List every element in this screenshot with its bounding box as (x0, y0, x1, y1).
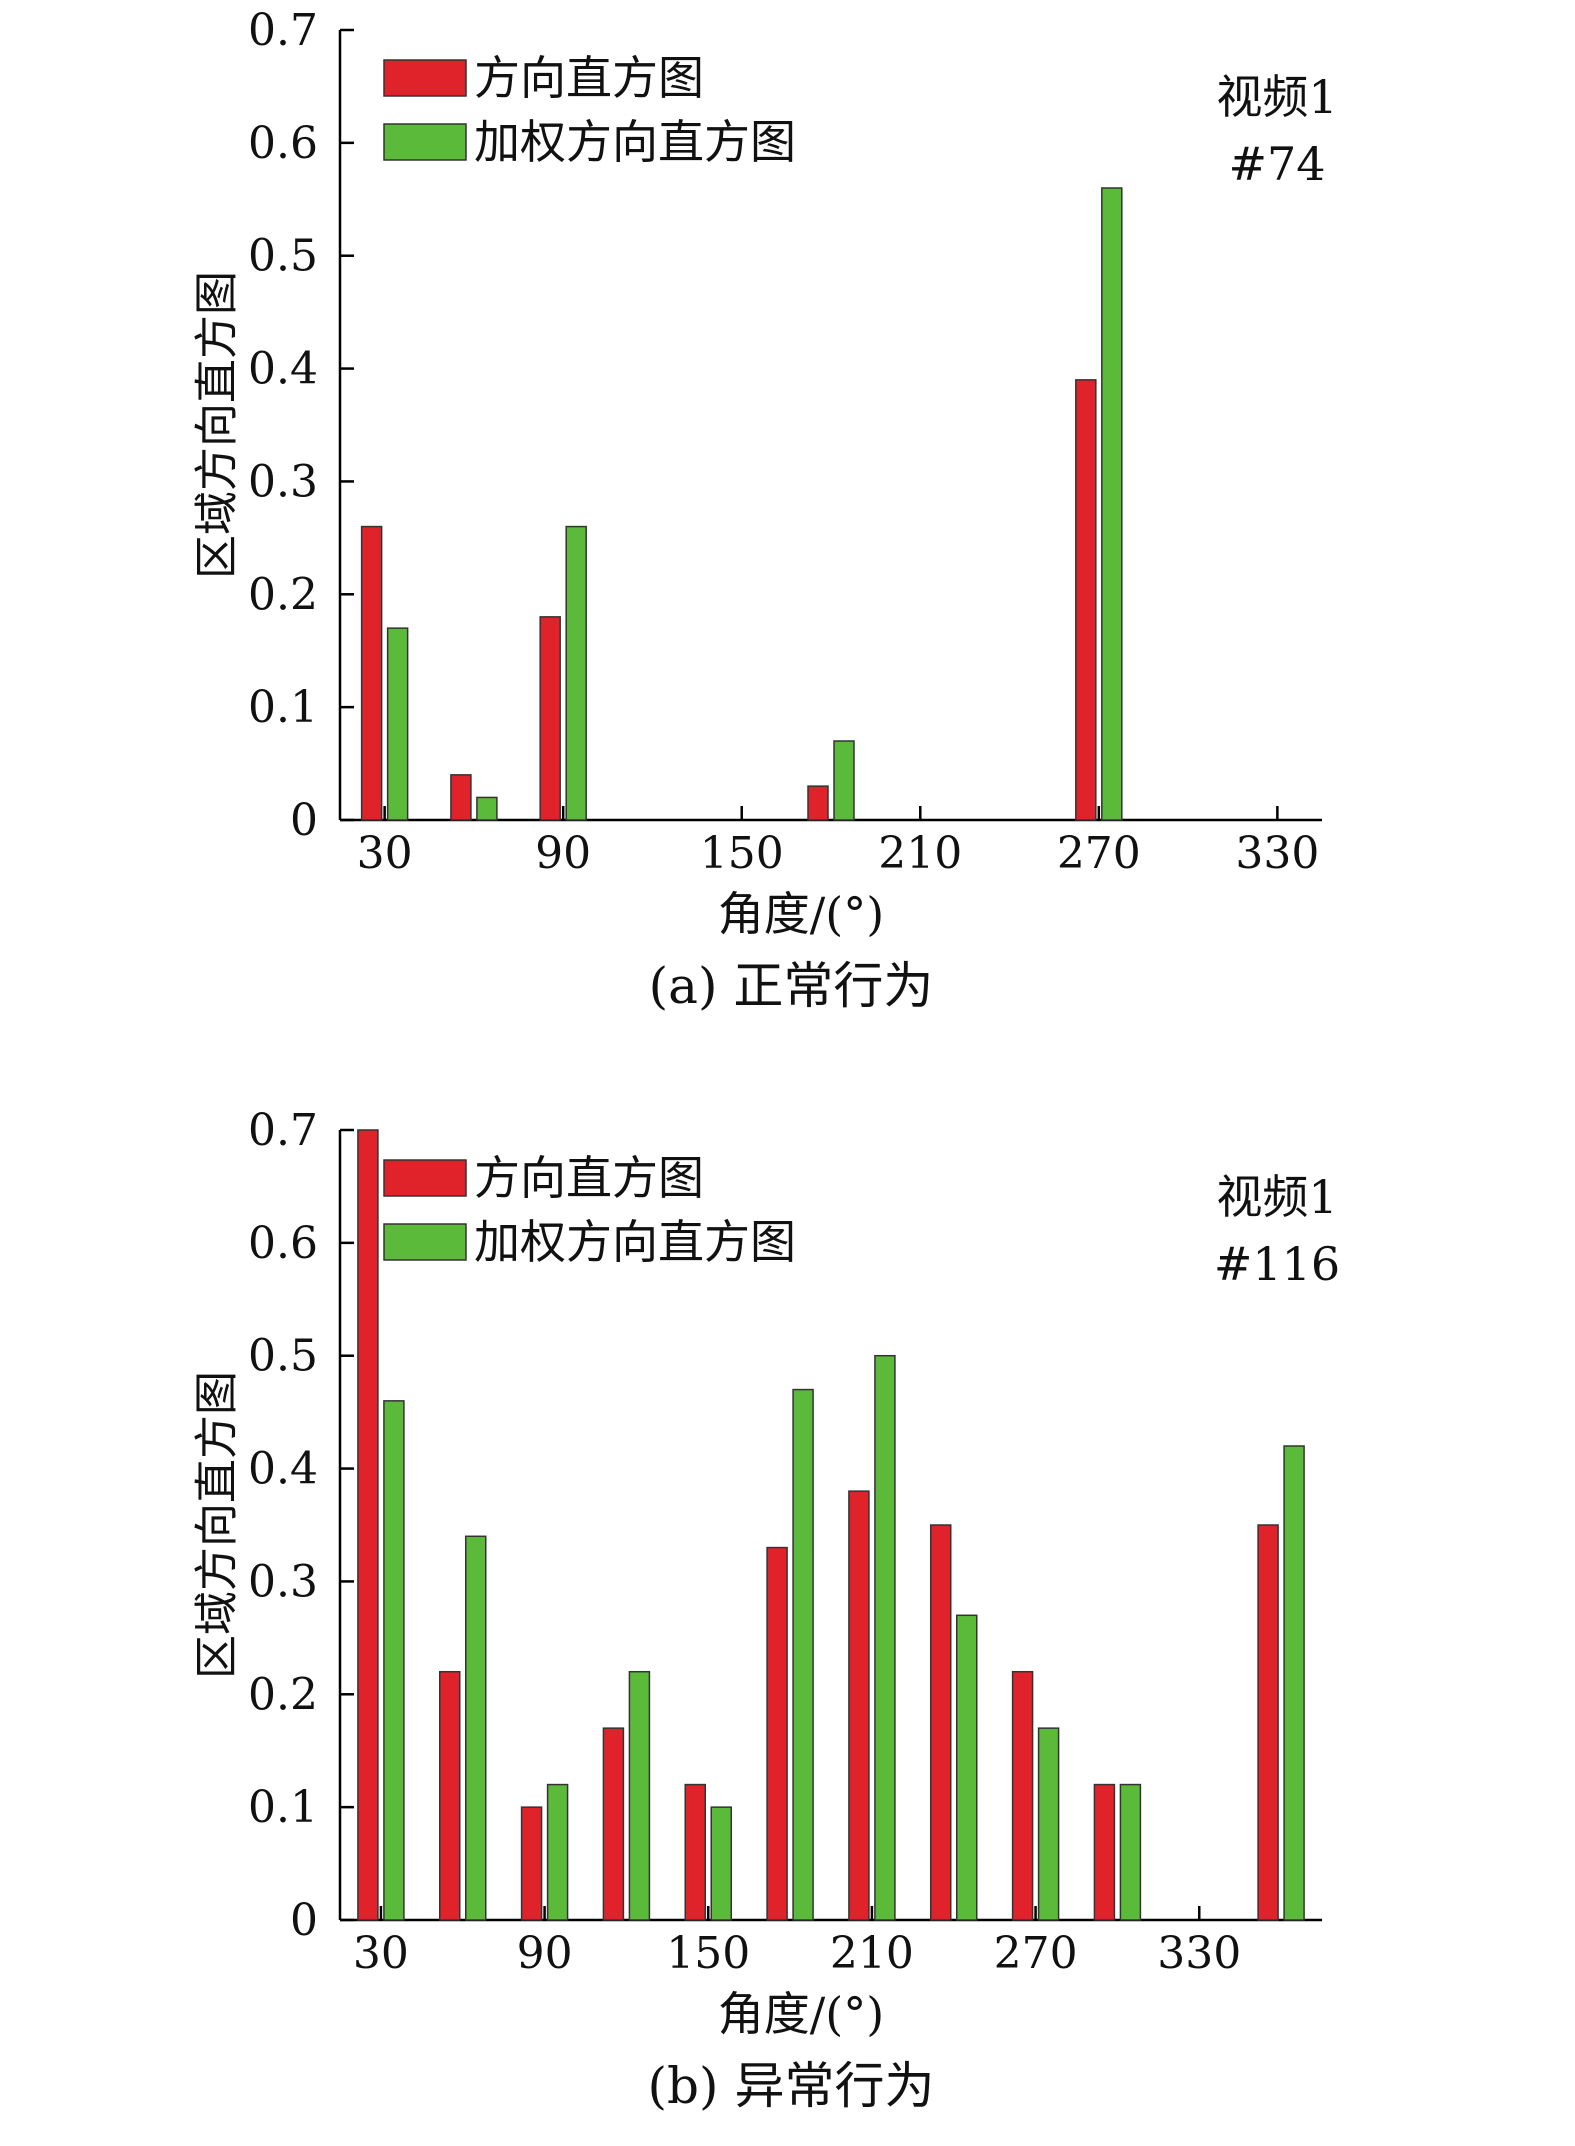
y-tick-label: 0.5 (248, 1331, 318, 1382)
bar-series-2 (833, 740, 855, 821)
legend-swatch (383, 59, 467, 97)
y-tick-label: 0.1 (248, 682, 318, 733)
x-tick-label: 330 (1235, 828, 1319, 879)
bar-series-1 (360, 525, 383, 821)
annotation-text: #74 (1228, 137, 1325, 191)
bar-series-2 (383, 1400, 405, 1921)
legend-swatch (383, 1223, 467, 1261)
bar-series-2 (710, 1806, 732, 1921)
bar-series-1 (520, 1806, 543, 1921)
bar-series-2 (465, 1535, 487, 1921)
bar-series-2 (874, 1354, 896, 1921)
bar-series-1 (930, 1524, 952, 1921)
bar-series-2 (546, 1783, 569, 1921)
x-tick-label: 90 (535, 828, 591, 879)
x-tick-label: 330 (1157, 1928, 1241, 1979)
legend-swatch (383, 123, 467, 161)
x-tick-label: 150 (700, 828, 784, 879)
bar-series-1 (1011, 1670, 1034, 1921)
bar-series-2 (1037, 1727, 1060, 1921)
bar-series-1 (357, 1129, 379, 1921)
chart-b: 0 0.1 0.2 0.3 0.4 0.5 0.6 0.7 30 90 150 210 270 330 方向… (192, 1105, 1341, 2115)
legend-label: 加权方向直方图 (474, 1215, 796, 1269)
y-tick-label: 0.5 (248, 231, 318, 282)
y-tick-label: 0.6 (248, 118, 318, 169)
annotation-text: 视频1 (1216, 70, 1337, 124)
x-axis-label: 角度/(°) (718, 1987, 884, 2041)
y-tick-label: 0.3 (248, 1556, 318, 1607)
bar-series-2 (476, 796, 498, 821)
x-tick-label: 270 (994, 1928, 1078, 1979)
bar-series-1 (439, 1670, 461, 1921)
y-tick-label: 0.7 (248, 5, 318, 56)
y-tick-label: 0.4 (248, 1444, 318, 1495)
bar-series-2 (1119, 1783, 1142, 1921)
legend-swatch (383, 1159, 467, 1197)
chart-caption: (b) 异常行为 (648, 2057, 935, 2115)
bar-series-1 (807, 785, 829, 821)
y-axis-label: 区域方向直方图 (192, 1371, 243, 1679)
bar-series-2 (1101, 187, 1123, 821)
y-tick-label: 0.6 (248, 1218, 318, 1269)
annotation-text: 视频1 (1216, 1170, 1337, 1224)
chart-caption: (a) 正常行为 (649, 957, 934, 1015)
annotation-text: #116 (1214, 1237, 1340, 1291)
x-tick-label: 150 (666, 1928, 750, 1979)
bar-series-1 (450, 774, 472, 821)
x-tick-label: 210 (830, 1928, 914, 1979)
y-tick-label: 0.7 (248, 1105, 318, 1156)
x-tick-label: 30 (353, 1928, 409, 1979)
bar-series-1 (1075, 379, 1097, 821)
legend-label: 方向直方图 (474, 1151, 704, 1205)
y-tick-label: 0.2 (248, 1669, 318, 1720)
y-tick-label: 0.2 (248, 569, 318, 620)
legend-label: 方向直方图 (474, 51, 704, 105)
x-tick-label: 210 (878, 828, 962, 879)
chart-a: 0 0.1 0.2 0.3 0.4 0.5 0.6 0.7 30 90 150 210 270 330 方向… (192, 5, 1338, 1015)
y-tick-label: 0.1 (248, 1782, 318, 1833)
bar-series-2 (565, 525, 587, 821)
bar-series-2 (792, 1388, 814, 1921)
x-tick-label: 90 (517, 1928, 573, 1979)
bar-series-1 (1093, 1783, 1116, 1921)
bar-series-1 (1257, 1524, 1279, 1921)
bar-series-1 (602, 1727, 625, 1921)
bar-series-1 (539, 616, 561, 821)
bar-series-2 (1283, 1445, 1305, 1921)
bar-series-1 (848, 1490, 870, 1921)
bar-series-1 (766, 1546, 788, 1921)
y-tick-label: 0 (290, 795, 318, 846)
x-axis-label: 角度/(°) (718, 887, 884, 941)
y-tick-label: 0.3 (248, 456, 318, 507)
x-tick-label: 270 (1057, 828, 1141, 879)
y-tick-label: 0.4 (248, 344, 318, 395)
bar-series-2 (386, 627, 409, 821)
y-tick-label: 0 (290, 1895, 318, 1946)
bar-series-2 (956, 1614, 978, 1921)
y-axis-label: 区域方向直方图 (192, 271, 243, 579)
x-tick-label: 30 (357, 828, 413, 879)
bar-series-2 (628, 1670, 651, 1921)
legend-label: 加权方向直方图 (474, 115, 796, 169)
bar-series-1 (684, 1783, 706, 1921)
